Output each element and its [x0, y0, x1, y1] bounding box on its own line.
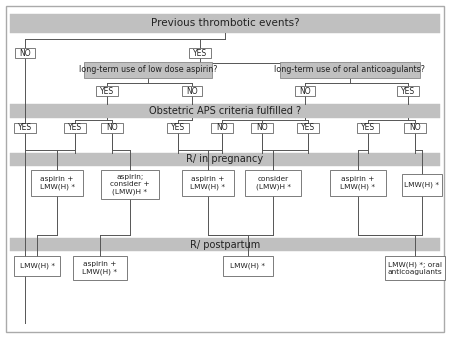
Text: NO: NO [106, 123, 118, 132]
Bar [245, 170, 301, 196]
Text: aspirin +
LMW(H) *: aspirin + LMW(H) * [190, 176, 225, 190]
Bar [10, 238, 440, 251]
Bar [297, 123, 319, 133]
Bar [167, 123, 189, 133]
Text: YES: YES [100, 87, 114, 96]
Bar [397, 86, 419, 96]
Bar [295, 86, 315, 96]
Text: long-term use of oral anticoagulants?: long-term use of oral anticoagulants? [274, 66, 426, 74]
Text: YES: YES [18, 123, 32, 132]
Bar [223, 256, 273, 276]
Text: R/ postpartum: R/ postpartum [190, 240, 260, 249]
Text: Obstetric APS criteria fulfilled ?: Obstetric APS criteria fulfilled ? [149, 106, 301, 116]
Text: YES: YES [361, 123, 375, 132]
Text: R/ in pregnancy: R/ in pregnancy [186, 154, 264, 165]
Bar [96, 86, 118, 96]
Bar [101, 170, 159, 199]
Text: long-term use of low dose aspirin?: long-term use of low dose aspirin? [79, 66, 217, 74]
Bar [280, 62, 420, 78]
Text: LMW(H) *: LMW(H) * [405, 182, 440, 188]
Bar [73, 256, 127, 280]
Text: aspirin;
consider +
(LMW)H *: aspirin; consider + (LMW)H * [110, 174, 150, 195]
Text: NO: NO [186, 87, 198, 96]
Text: NO: NO [19, 48, 31, 57]
Bar [357, 123, 379, 133]
Bar [10, 153, 440, 166]
Bar [10, 14, 440, 33]
Bar [64, 123, 86, 133]
Text: NO: NO [216, 123, 228, 132]
Bar [251, 123, 273, 133]
Bar [14, 123, 36, 133]
Bar [385, 256, 445, 280]
Text: YES: YES [171, 123, 185, 132]
Text: NO: NO [299, 87, 311, 96]
Text: consider
(LMW)H *: consider (LMW)H * [256, 176, 291, 190]
Text: aspirin +
LMW(H) *: aspirin + LMW(H) * [341, 176, 375, 190]
Bar [10, 104, 440, 118]
Bar [189, 48, 211, 58]
Text: LMW(H) *: LMW(H) * [19, 263, 54, 269]
Bar [211, 123, 233, 133]
Text: YES: YES [401, 87, 415, 96]
Text: Previous thrombotic events?: Previous thrombotic events? [151, 19, 299, 28]
Bar [182, 170, 234, 196]
Text: NO: NO [256, 123, 268, 132]
Text: aspirin +
LMW(H) *: aspirin + LMW(H) * [40, 176, 75, 190]
Text: YES: YES [193, 48, 207, 57]
Bar [14, 256, 60, 276]
Bar [404, 123, 426, 133]
Text: YES: YES [301, 123, 315, 132]
Bar [101, 123, 123, 133]
Text: YES: YES [68, 123, 82, 132]
Bar [402, 174, 442, 196]
Text: LMW(H) *: LMW(H) * [230, 263, 266, 269]
Bar [31, 170, 83, 196]
Text: aspirin +
LMW(H) *: aspirin + LMW(H) * [82, 261, 117, 275]
Text: LMW(H) *; oral
anticoagulants: LMW(H) *; oral anticoagulants [388, 261, 442, 275]
Bar [330, 170, 386, 196]
Bar [84, 62, 212, 78]
Bar [182, 86, 202, 96]
Text: NO: NO [409, 123, 421, 132]
Bar [15, 48, 35, 58]
